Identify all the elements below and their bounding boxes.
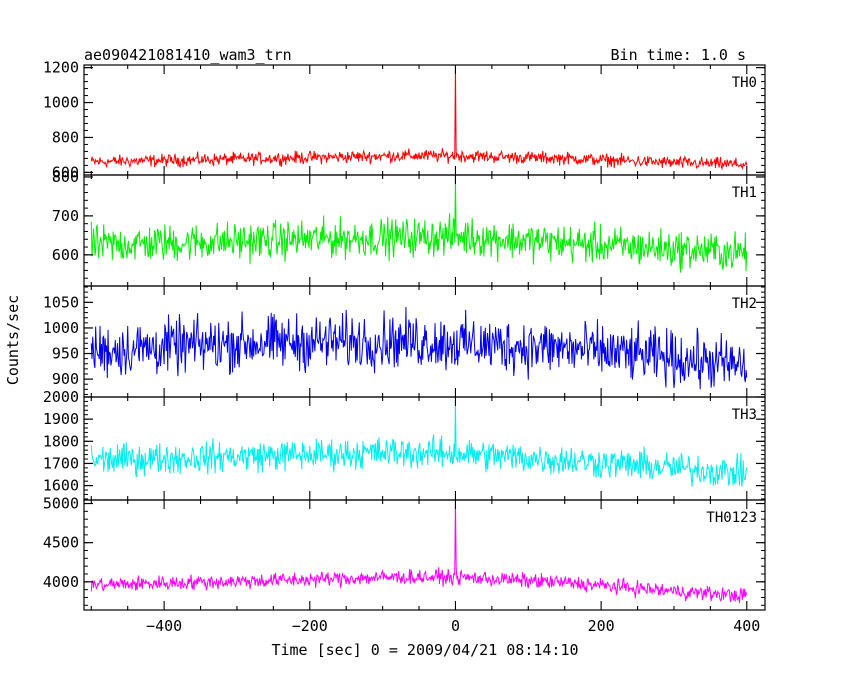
panel-label-th2: TH2 (732, 296, 757, 312)
panel-label-th0123: TH0123 (706, 510, 757, 526)
x-tick-label: 200 (588, 617, 615, 635)
chart-title: ae090421081410_wam3_trn (84, 46, 292, 64)
series-line-th2 (90, 307, 748, 390)
y-tick-label: 1050 (43, 293, 79, 311)
y-tick-label: 5000 (43, 495, 79, 513)
series-line-th0 (90, 65, 748, 171)
y-tick-label: 700 (52, 207, 79, 225)
series-line-th3 (90, 400, 748, 487)
y-tick-label: 1600 (43, 477, 79, 495)
y-tick-label: 1800 (43, 432, 79, 450)
panel-frame-th0123 (83, 499, 766, 611)
panels-group: 60080010001200TH0600700800TH190095010001… (43, 59, 766, 635)
y-tick-label: 600 (52, 163, 79, 181)
y-tick-label: 1200 (43, 59, 79, 77)
y-tick-label: 800 (52, 128, 79, 146)
x-tick-label: −200 (292, 617, 328, 635)
y-tick-label: 600 (52, 246, 79, 264)
y-tick-label: 1000 (43, 319, 79, 337)
series-line-th0123 (90, 500, 748, 604)
panel-label-th3: TH3 (732, 407, 757, 423)
x-axis-label: Time [sec] 0 = 2009/04/21 08:14:10 (271, 641, 578, 659)
y-tick-label: 800 (52, 168, 79, 186)
y-tick-label: 2000 (43, 388, 79, 406)
y-tick-label: 1700 (43, 454, 79, 472)
panel-label-th1: TH1 (732, 185, 757, 201)
x-tick-label: −400 (146, 617, 182, 635)
y-tick-label: 900 (52, 370, 79, 388)
series-line-th1 (90, 176, 748, 273)
y-tick-label: 1900 (43, 410, 79, 428)
panel-frame-th3 (83, 396, 766, 501)
x-tick-label: 0 (451, 617, 460, 635)
y-tick-label: 1000 (43, 94, 79, 112)
x-tick-label: 400 (733, 617, 760, 635)
y-tick-label: 950 (52, 345, 79, 363)
panel-label-th0: TH0 (732, 75, 757, 91)
y-tick-label: 4500 (43, 534, 79, 552)
bin-time-label: Bin time: 1.0 s (611, 46, 746, 64)
y-tick-label: 4000 (43, 573, 79, 591)
y-axis-label: Counts/sec (4, 295, 22, 385)
